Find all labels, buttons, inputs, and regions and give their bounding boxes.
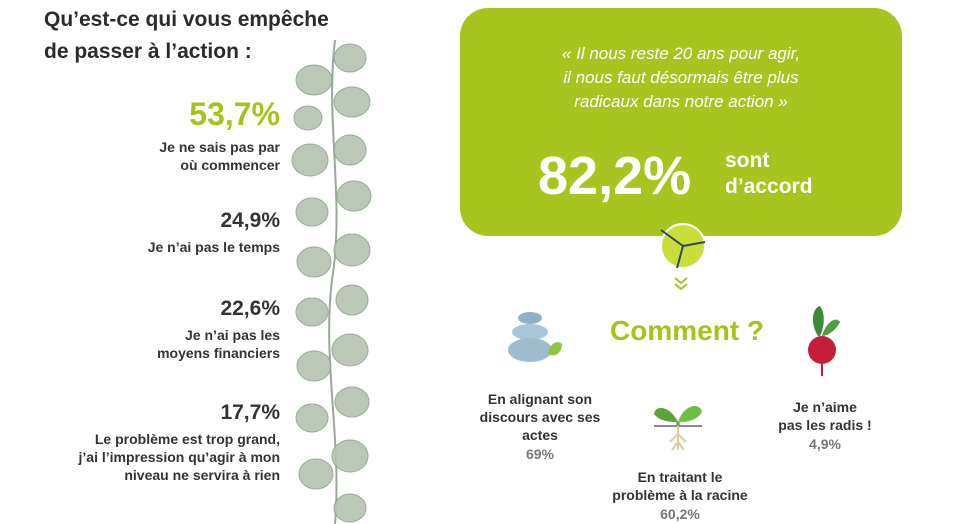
reason-text-line: Je n’ai pas les	[185, 327, 280, 343]
answer-percent: 4,9%	[809, 436, 841, 452]
answer-label-line: En traitant le	[637, 469, 723, 485]
answer-label-line: actes	[522, 427, 558, 443]
answer-label-line: problème à la racine	[612, 487, 748, 503]
answer-label: En traitant le problème à la racine	[590, 468, 770, 504]
answer-label-line: pas les radis !	[778, 417, 872, 433]
answer-label: Je n’aime pas les radis !	[760, 398, 890, 434]
radish-icon	[808, 306, 840, 376]
reason-4: 17,7% Le problème est trop grand, j’ai l…	[79, 400, 281, 484]
reason-percent: 17,7%	[220, 401, 280, 424]
answer-label: En alignant son discours avec ses actes	[460, 390, 620, 444]
reason-text: Je n’ai pas les moyens financiers	[157, 326, 280, 362]
stacked-stones-icon	[508, 312, 562, 362]
clock-icon	[660, 223, 706, 291]
page-title: Qu’est-ce qui vous empêche de passer à l…	[44, 4, 329, 68]
reason-text-line: niveau ne servira à rien	[124, 467, 280, 483]
quote-line: il nous faut désormais être plus	[563, 68, 799, 87]
agree-label-line: sont	[725, 149, 770, 172]
reason-text: Je ne sais pas par où commencer	[159, 138, 280, 174]
answer-1: En alignant son discours avec ses actes …	[460, 390, 620, 464]
title-line-1: Qu’est-ce qui vous empêche	[44, 8, 329, 31]
agree-label-line: d’accord	[725, 175, 813, 198]
title-line-2: de passer à l’action :	[44, 40, 252, 63]
answer-label-line: Je n’aime	[793, 399, 857, 415]
answer-label-line: discours avec ses	[479, 409, 601, 425]
eucalyptus-vine-icon	[291, 39, 372, 524]
reason-3: 22,6% Je n’ai pas les moyens financiers	[157, 296, 280, 362]
reason-percent: 22,6%	[220, 297, 280, 320]
reason-text-line: Je ne sais pas par	[159, 139, 280, 155]
reason-percent: 24,9%	[220, 209, 280, 232]
reason-2: 24,9% Je n’ai pas le temps	[148, 208, 280, 256]
answer-label-line: En alignant son	[487, 391, 593, 407]
reason-percent: 53,7%	[189, 96, 280, 132]
reason-text: Je n’ai pas le temps	[148, 238, 280, 256]
reason-text-line: j’ai l’impression qu’agir à mon	[78, 449, 281, 465]
answer-percent: 69%	[525, 446, 555, 462]
reason-text-line: Le problème est trop grand,	[94, 431, 280, 447]
reason-text-line: où commencer	[180, 157, 280, 173]
how-title: Comment ?	[610, 315, 764, 346]
reason-text-line: Je n’ai pas le temps	[147, 239, 280, 255]
agree-percent: 82,2%	[538, 146, 692, 206]
quote-line: radicaux dans notre action »	[574, 92, 788, 111]
quote-bubble: « Il nous reste 20 ans pour agir, il nou…	[460, 8, 902, 236]
sprout-icon	[654, 406, 702, 451]
answer-3: Je n’aime pas les radis ! 4,9%	[760, 398, 890, 454]
agree-label: sont d’accord	[725, 148, 813, 200]
answer-2: En traitant le problème à la racine 60,2…	[590, 468, 770, 524]
quote-line: « Il nous reste 20 ans pour agir,	[561, 44, 801, 63]
reason-text: Le problème est trop grand, j’ai l’impre…	[79, 430, 281, 484]
reason-1: 53,7% Je ne sais pas par où commencer	[159, 96, 280, 174]
answer-percent: 60,2%	[660, 506, 700, 522]
quote-text: « Il nous reste 20 ans pour agir, il nou…	[460, 42, 902, 114]
reason-text-line: moyens financiers	[157, 345, 280, 361]
